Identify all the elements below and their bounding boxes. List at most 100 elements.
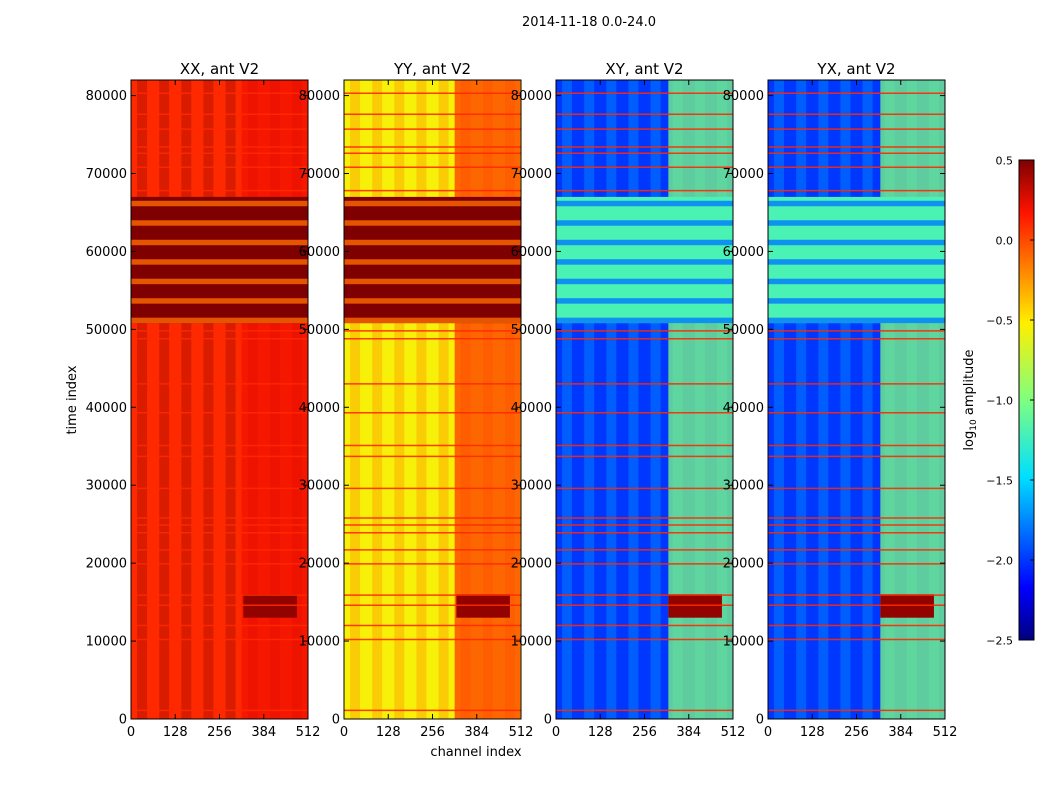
- y-tick-label: 50000: [511, 323, 552, 338]
- y-tick-label: 30000: [511, 479, 552, 494]
- y-tick-label: 10000: [723, 635, 764, 650]
- band-stripe: [556, 200, 733, 207]
- band-stripe: [344, 317, 521, 324]
- y-tick-label: 20000: [299, 557, 340, 572]
- heatmap-stripe: [650, 80, 661, 719]
- band-stripe: [344, 200, 521, 207]
- y-tick-label: 80000: [723, 89, 764, 104]
- panel-title: YY, ant V2: [393, 60, 471, 78]
- colorbar-tick-label: −2.5: [986, 635, 1013, 648]
- x-tick-label: 512: [933, 725, 958, 740]
- x-tick-label: 384: [464, 725, 489, 740]
- x-tick-label: 128: [376, 725, 401, 740]
- x-tick-label: 128: [800, 725, 825, 740]
- colorbar-tick-label: −1.5: [986, 475, 1013, 488]
- band-stripe: [768, 239, 945, 246]
- y-tick-label: 30000: [86, 479, 127, 494]
- band-stripe: [131, 239, 308, 246]
- heatmap-stripe: [203, 80, 214, 719]
- y-tick-label: 70000: [511, 167, 552, 182]
- band-stripe: [768, 259, 945, 265]
- panel-1: XX, ant V2 0 128 256 384 512 0 10000 20000 30000 4…: [86, 60, 321, 740]
- x-tick-label: 512: [509, 725, 534, 740]
- x-tick-label: 0: [127, 725, 135, 740]
- y-tick-label: 0: [756, 713, 764, 728]
- y-tick-label: 10000: [299, 635, 340, 650]
- rfi-region: [241, 80, 308, 719]
- y-tick-label: 40000: [299, 401, 340, 416]
- panel-title: XX, ant V2: [180, 60, 259, 78]
- y-tick-label: 60000: [299, 245, 340, 260]
- panel-3: XY, ant V2 0 128 256 384 512 0 10000 20000 30000 4…: [511, 60, 746, 740]
- y-tick-label: 80000: [299, 89, 340, 104]
- band-stripe: [131, 200, 308, 207]
- heatmap-stripe: [562, 80, 573, 719]
- x-tick-label: 128: [163, 725, 188, 740]
- band-stripe: [344, 278, 521, 285]
- heatmap-stripe: [796, 80, 807, 719]
- band-stripe: [768, 298, 945, 304]
- x-tick-label: 384: [676, 725, 701, 740]
- x-tick-label: 0: [764, 725, 772, 740]
- band-stripe: [131, 317, 308, 324]
- heatmap-stripe: [225, 80, 236, 719]
- heatmap-panels: XX, ant V2 0 128 256 384 512 0 10000 20000 30000 4…: [86, 60, 958, 740]
- heatmap-stripe: [181, 80, 192, 719]
- band-stripe: [344, 239, 521, 246]
- band-stripe: [768, 317, 945, 324]
- rfi-region: [880, 80, 945, 719]
- y-tick-label: 60000: [511, 245, 552, 260]
- y-tick-label: 60000: [86, 245, 127, 260]
- heatmap-stripe: [628, 80, 639, 719]
- colorbar-tick-label: −1.0: [986, 395, 1013, 408]
- band-stripe: [344, 259, 521, 265]
- heatmap-stripe: [584, 80, 595, 719]
- band-stripe: [556, 239, 733, 246]
- y-tick-label: 70000: [86, 167, 127, 182]
- hot-spot: [456, 594, 510, 618]
- heatmap-stripe: [862, 80, 873, 719]
- hot-spot: [880, 594, 934, 618]
- y-tick-label: 0: [544, 713, 552, 728]
- figure-suptitle: 2014-11-18 0.0-24.0: [522, 15, 656, 30]
- y-tick-label: 60000: [723, 245, 764, 260]
- x-tick-label: 256: [844, 725, 869, 740]
- y-tick-label: 10000: [86, 635, 127, 650]
- x-tick-label: 256: [207, 725, 232, 740]
- x-tick-label: 128: [588, 725, 613, 740]
- y-tick-label: 40000: [723, 401, 764, 416]
- band-stripe: [131, 298, 308, 304]
- band-stripe: [556, 298, 733, 304]
- heatmap-stripe: [394, 80, 405, 719]
- colorbar-label: log10 amplitude: [962, 349, 979, 450]
- x-tick-label: 0: [340, 725, 348, 740]
- y-tick-label: 0: [332, 713, 340, 728]
- heatmap-stripe: [416, 80, 427, 719]
- band-stripe: [768, 278, 945, 285]
- y-tick-label: 70000: [299, 167, 340, 182]
- x-tick-label: 384: [251, 725, 276, 740]
- band-stripe: [344, 220, 521, 226]
- x-tick-label: 0: [552, 725, 560, 740]
- heatmap-stripe: [137, 80, 148, 719]
- heatmap-stripe: [372, 80, 383, 719]
- x-axis-label: channel index: [430, 745, 521, 760]
- colorbar: log10 amplitude 0.5 0.0 −0.5 −1.0 −1.5 −2.0 −2…: [962, 155, 1035, 648]
- heatmap-stripe: [606, 80, 617, 719]
- y-tick-label: 50000: [299, 323, 340, 338]
- heatmap-stripe: [438, 80, 449, 719]
- band-stripe: [344, 298, 521, 304]
- x-tick-label: 256: [632, 725, 657, 740]
- y-tick-label: 30000: [723, 479, 764, 494]
- y-tick-label: 70000: [723, 167, 764, 182]
- heatmap-stripe: [774, 80, 785, 719]
- y-tick-label: 20000: [511, 557, 552, 572]
- x-tick-label: 256: [420, 725, 445, 740]
- panel-title: XY, ant V2: [605, 60, 683, 78]
- heatmap-stripe: [350, 80, 361, 719]
- y-tick-label: 30000: [299, 479, 340, 494]
- hot-spot: [243, 594, 297, 618]
- band-stripe: [556, 259, 733, 265]
- band-stripe: [131, 220, 308, 226]
- heatmap-stripe: [159, 80, 170, 719]
